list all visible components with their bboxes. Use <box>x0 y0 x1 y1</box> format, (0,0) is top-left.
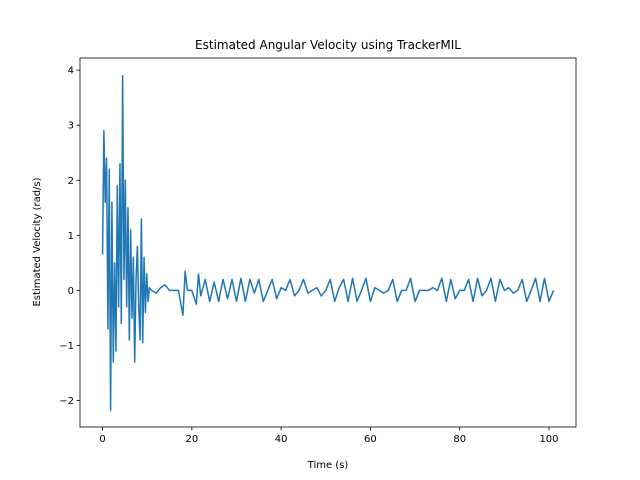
y-tick-label: 3 <box>68 121 74 132</box>
x-tick-label: 60 <box>364 434 377 445</box>
y-tick-label: −1 <box>59 341 74 352</box>
data-line <box>101 74 555 412</box>
x-tick-label: 40 <box>275 434 288 445</box>
y-tick-label: 0 <box>68 286 74 297</box>
x-axis-label: Time (s) <box>307 460 349 471</box>
plot-frame <box>79 57 577 428</box>
x-tick-label: 0 <box>99 434 105 445</box>
y-tick-label: 1 <box>68 231 74 242</box>
x-tick-label: 80 <box>453 434 466 445</box>
y-tick-label: −2 <box>59 396 74 407</box>
y-axis-label: Estimated Velocity (rad/s) <box>32 177 43 306</box>
x-tick-label: 20 <box>185 434 198 445</box>
chart-title: Estimated Angular Velocity using Tracker… <box>195 38 461 52</box>
x-tick-label: 100 <box>539 434 558 445</box>
y-tick-label: 4 <box>68 66 74 77</box>
y-tick-label: 2 <box>68 176 74 187</box>
